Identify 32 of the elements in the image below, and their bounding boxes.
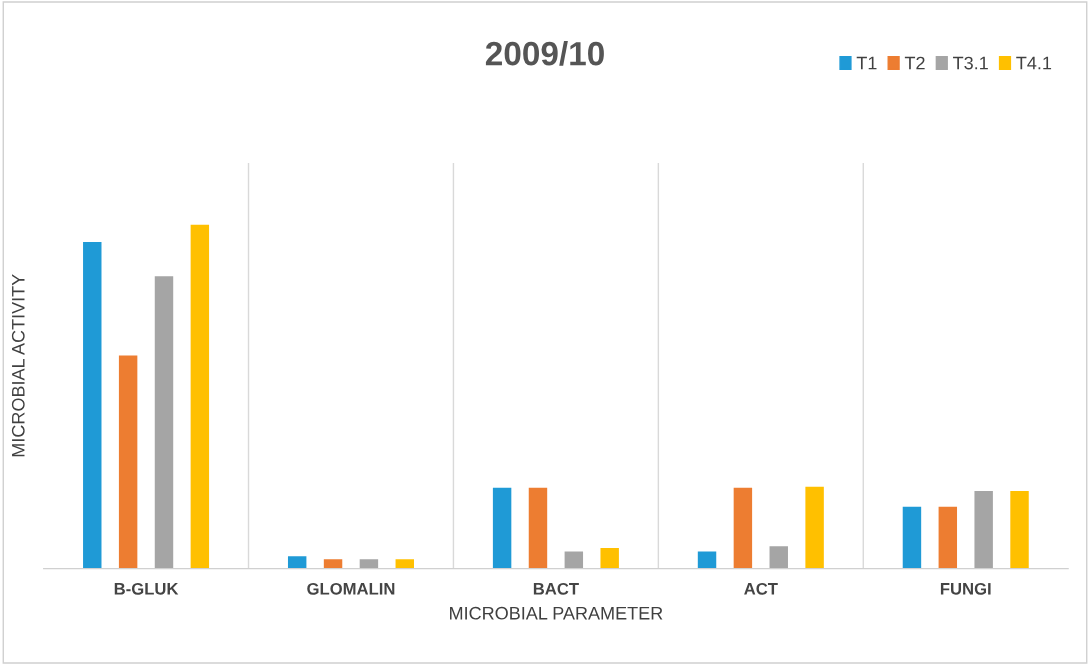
bar (83, 241, 102, 569)
x-tick-label: FUNGI (940, 582, 991, 595)
legend-label: T1 (856, 56, 877, 70)
bar (154, 276, 174, 569)
x-tick-label: B-GLUK (114, 582, 179, 595)
chart-title: 2009/10 (485, 40, 604, 66)
bar (528, 487, 548, 569)
bar (323, 559, 343, 569)
bar (600, 547, 619, 569)
bar (359, 559, 379, 569)
x-tick-label: ACT (744, 582, 778, 595)
bar (733, 487, 753, 569)
legend-label: T4.1 (1016, 56, 1052, 70)
x-tick-label: BACT (533, 582, 579, 595)
bar (564, 551, 584, 569)
legend-label: T2 (904, 56, 925, 70)
bar (938, 506, 958, 569)
bar (118, 355, 138, 569)
bar (902, 506, 922, 569)
legend-label: T3.1 (953, 56, 988, 70)
bar (395, 559, 414, 569)
bar (287, 556, 307, 569)
x-tick-label: GLOMALIN (307, 582, 395, 595)
bar (1010, 490, 1029, 569)
bar (190, 224, 210, 569)
y-axis-title: MICROBIAL ACTIVITY (11, 274, 25, 457)
bar (697, 551, 717, 569)
x-axis-title: MICROBIAL PARAMETER (450, 606, 663, 620)
bar (769, 546, 788, 569)
bar (492, 487, 512, 569)
bar (805, 486, 824, 569)
bar (974, 490, 993, 569)
